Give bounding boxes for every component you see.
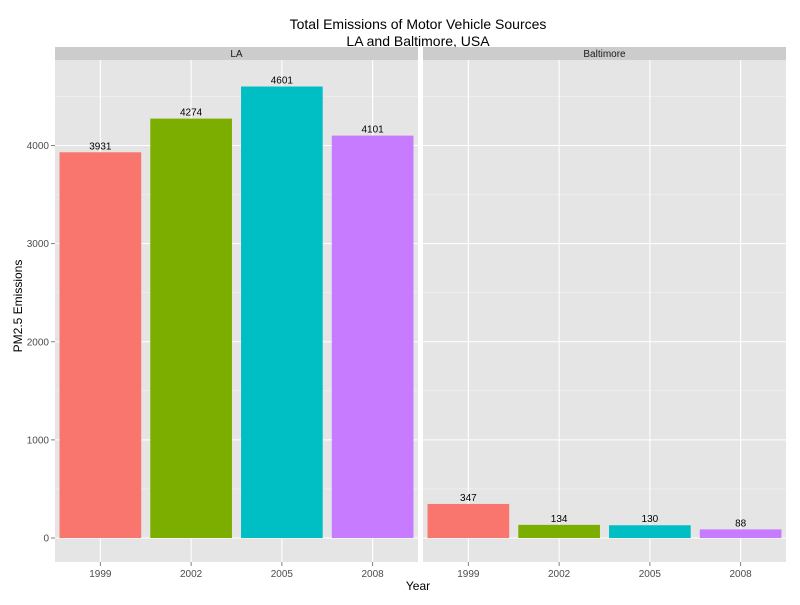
x-tick-label: 2005 bbox=[271, 569, 294, 580]
bar-1999 bbox=[427, 503, 510, 538]
data-label: 130 bbox=[642, 514, 659, 525]
bar-2002 bbox=[518, 524, 600, 538]
strip-background bbox=[423, 47, 786, 60]
data-label: 4101 bbox=[362, 125, 385, 136]
y-tick-label: 3000 bbox=[27, 239, 50, 250]
panel-la: LA 3931 4274 4601 4101 1999 2002 2005 2008 bbox=[55, 47, 418, 580]
bar-2008 bbox=[699, 529, 782, 538]
x-tick-label: 1999 bbox=[457, 569, 480, 580]
panel-baltimore: Baltimore 347 134 130 88 1999 2002 2005 2008 bbox=[423, 47, 786, 580]
chart-subtitle: LA and Baltimore, USA bbox=[346, 33, 490, 49]
data-label: 134 bbox=[551, 514, 568, 525]
x-axis-title: Year bbox=[406, 579, 430, 593]
x-tick-label: 2008 bbox=[362, 569, 385, 580]
strip-label: LA bbox=[230, 49, 243, 60]
bar-2005 bbox=[609, 525, 691, 538]
strip-label: Baltimore bbox=[583, 49, 626, 60]
strip-background bbox=[55, 47, 418, 60]
x-tick-label: 2008 bbox=[730, 569, 753, 580]
x-tick-label: 2002 bbox=[548, 569, 571, 580]
bar-2008 bbox=[331, 135, 414, 539]
data-label: 4274 bbox=[180, 108, 203, 119]
panel-background bbox=[423, 60, 786, 562]
y-tick-label: 1000 bbox=[27, 435, 50, 446]
y-tick-label: 2000 bbox=[27, 337, 50, 348]
data-label: 88 bbox=[735, 518, 747, 529]
x-tick-label: 2002 bbox=[180, 569, 203, 580]
y-tick-label: 4000 bbox=[27, 141, 50, 152]
data-label: 347 bbox=[460, 493, 477, 504]
data-label: 4601 bbox=[271, 76, 294, 87]
data-label: 3931 bbox=[89, 141, 112, 152]
chart-title: Total Emissions of Motor Vehicle Sources bbox=[290, 16, 547, 32]
x-tick-label: 2005 bbox=[639, 569, 662, 580]
bar-1999 bbox=[59, 152, 142, 538]
y-tick-label: 0 bbox=[43, 534, 49, 545]
x-tick-label: 1999 bbox=[89, 569, 112, 580]
y-axis-title: PM2.5 Emissions bbox=[11, 260, 25, 353]
bar-2005 bbox=[241, 86, 323, 538]
panels-group: 0 1000 2000 3000 4000 LA 3931 4274 4601 4101 1999 2… bbox=[27, 47, 786, 580]
bar-2002 bbox=[150, 118, 232, 539]
